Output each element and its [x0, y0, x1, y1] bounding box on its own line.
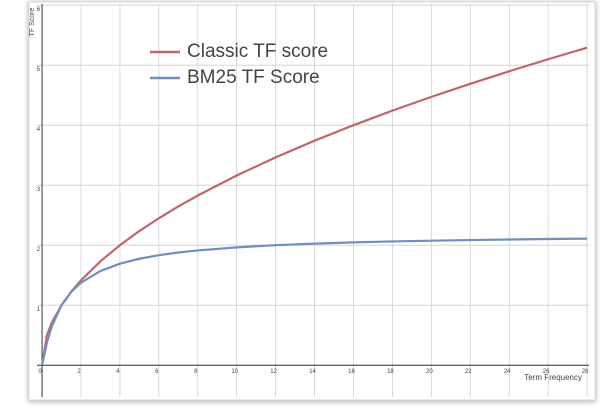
legend-label: Classic TF score — [187, 41, 328, 62]
x-tick-label: 18 — [387, 369, 394, 375]
y-tick-label: 3 — [37, 187, 41, 193]
x-tick-label: 0 — [38, 369, 42, 375]
x-tick-label: 26 — [543, 369, 550, 375]
card — [28, 1, 596, 401]
line-series — [40, 237, 588, 366]
y-axis-label: TF Score — [29, 8, 36, 37]
y-tick-label: 5 — [37, 67, 41, 73]
y-tick-label: 4 — [37, 127, 41, 133]
legend-label: BM25 TF Score — [187, 67, 320, 88]
y-tick-label: 1 — [37, 307, 41, 313]
x-tick-label: 12 — [270, 369, 277, 375]
x-tick-label: 28 — [582, 369, 589, 375]
y-tick-label: 6 — [37, 7, 41, 13]
x-tick-label: 16 — [348, 369, 355, 375]
x-tick-label: 24 — [504, 369, 511, 375]
x-tick-label: 20 — [426, 369, 433, 375]
x-tick-label: 4 — [116, 369, 120, 375]
x-tick-label: 2 — [77, 369, 81, 375]
x-axis-label: Term Frequency — [524, 373, 582, 382]
x-tick-label: 8 — [194, 369, 198, 375]
x-tick-label: 6 — [155, 369, 159, 375]
x-tick-label: 10 — [231, 369, 238, 375]
x-tick-label: 22 — [465, 369, 472, 375]
y-tick-label: 2 — [37, 247, 41, 253]
x-tick-label: 14 — [309, 369, 316, 375]
